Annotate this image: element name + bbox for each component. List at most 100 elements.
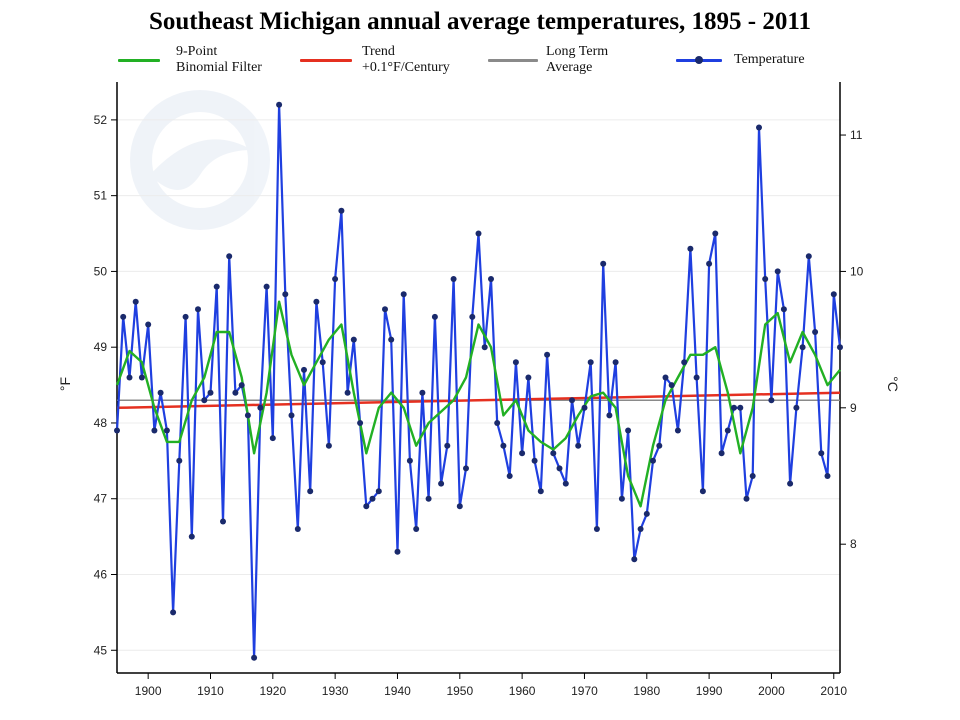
temperature-point xyxy=(512,359,519,366)
legend-item-trend: Trend +0.1°F/Century xyxy=(300,44,470,78)
temperature-point xyxy=(350,336,357,343)
y-tick-label-f: 50 xyxy=(94,264,108,278)
temperature-point xyxy=(494,420,501,426)
temperature-point xyxy=(157,389,164,396)
temperature-point xyxy=(787,480,794,487)
temperature-point xyxy=(263,283,270,290)
temperature-point xyxy=(188,533,195,540)
temperature-point xyxy=(431,313,438,320)
temperature-point xyxy=(450,276,457,282)
temperature-point xyxy=(812,329,819,335)
temperature-point xyxy=(818,450,825,457)
temperature-point xyxy=(463,465,469,472)
y-tick-label-f: 45 xyxy=(94,643,108,657)
temperature-point xyxy=(132,298,139,305)
legend-label-filter: 9-Point Binomial Filter xyxy=(176,44,262,75)
temperature-point xyxy=(556,465,563,472)
x-tick-label: 1940 xyxy=(384,684,411,698)
temperature-point xyxy=(145,321,152,328)
temperature-point xyxy=(195,306,201,313)
temperature-point xyxy=(743,495,750,502)
y-tick-label-f: 52 xyxy=(94,113,108,127)
legend-label-temperature: Temperature xyxy=(734,52,805,67)
temperature-point xyxy=(575,442,582,449)
x-ticks: 1900 1910 1920 1930 1940 1950 1960 1970 1980 1990… xyxy=(135,673,847,698)
temperature-point xyxy=(837,344,843,351)
temperature-point xyxy=(182,313,189,320)
temperature-point xyxy=(799,344,806,351)
legend-swatch-trend xyxy=(300,59,352,62)
temperature-point xyxy=(438,480,445,487)
temperature-point xyxy=(593,526,600,532)
temperature-point xyxy=(756,124,762,131)
temperature-point xyxy=(344,389,351,396)
temperature-point xyxy=(138,374,145,381)
temperature-point xyxy=(338,207,345,214)
x-tick-label: 1980 xyxy=(633,684,660,698)
x-tick-label: 2010 xyxy=(820,684,847,698)
temperature-point xyxy=(151,427,158,434)
temperature-point xyxy=(238,382,245,389)
y-tick-label-c: 9 xyxy=(850,401,857,415)
temperature-point xyxy=(388,336,395,343)
temperature-point xyxy=(176,457,183,464)
noaa-logo-watermark xyxy=(130,90,270,230)
temperature-point xyxy=(525,374,532,381)
temperature-point xyxy=(469,313,476,320)
legend-swatch-filter xyxy=(118,59,160,62)
temperature-point xyxy=(612,359,619,366)
temperature-point xyxy=(762,276,769,282)
y-ticks-celsius: 8 9 10 11 xyxy=(840,128,864,551)
temperature-point xyxy=(718,450,725,457)
x-tick-label: 1960 xyxy=(509,684,536,698)
temperature-point xyxy=(749,473,756,479)
temperature-point xyxy=(587,359,594,366)
temperature-point xyxy=(581,404,588,411)
y-tick-label-c: 11 xyxy=(850,128,863,142)
temperature-point xyxy=(830,291,837,298)
y-tick-label-f: 47 xyxy=(94,492,108,506)
y-tick-label-f: 49 xyxy=(94,340,108,354)
temperature-point xyxy=(375,488,382,495)
temperature-point xyxy=(288,412,295,419)
temperature-point xyxy=(687,245,694,252)
temperature-point xyxy=(226,253,233,260)
temperature-point xyxy=(793,404,800,411)
temperature-point xyxy=(693,374,700,381)
temperature-point xyxy=(276,101,283,108)
temperature-point xyxy=(220,518,226,525)
temperature-point xyxy=(774,268,781,275)
x-tick-label: 1970 xyxy=(571,684,598,698)
legend-label-trend: Trend +0.1°F/Century xyxy=(362,44,450,75)
legend-swatch-average xyxy=(488,59,538,62)
x-tick-label: 2000 xyxy=(758,684,785,698)
temperature-point xyxy=(625,427,632,434)
temperature-point xyxy=(406,457,413,464)
temperature-point xyxy=(681,359,688,366)
legend-item-average: Long Term Average xyxy=(488,44,638,78)
temperature-point xyxy=(126,374,133,381)
temperature-point xyxy=(163,427,170,434)
temperature-point xyxy=(332,276,339,282)
temperature-point xyxy=(170,609,177,616)
temperature-point xyxy=(500,442,507,449)
temperature-point xyxy=(425,495,432,502)
temperature-point xyxy=(606,412,613,419)
temperature-point xyxy=(805,253,812,260)
temperature-point xyxy=(257,404,264,411)
temperature-point xyxy=(363,503,370,510)
temperature-point xyxy=(519,450,526,457)
temperature-point xyxy=(737,404,744,411)
temperature-point xyxy=(650,457,656,464)
temperature-point xyxy=(656,442,663,449)
temperature-point xyxy=(400,291,407,298)
temperature-point xyxy=(562,480,569,487)
temperature-point xyxy=(282,291,289,298)
temperature-point xyxy=(643,510,650,517)
temperature-point xyxy=(706,260,713,267)
temperature-point xyxy=(201,397,208,404)
temperature-point xyxy=(569,397,575,404)
temperature-point xyxy=(699,488,706,495)
temperature-point xyxy=(232,389,239,396)
